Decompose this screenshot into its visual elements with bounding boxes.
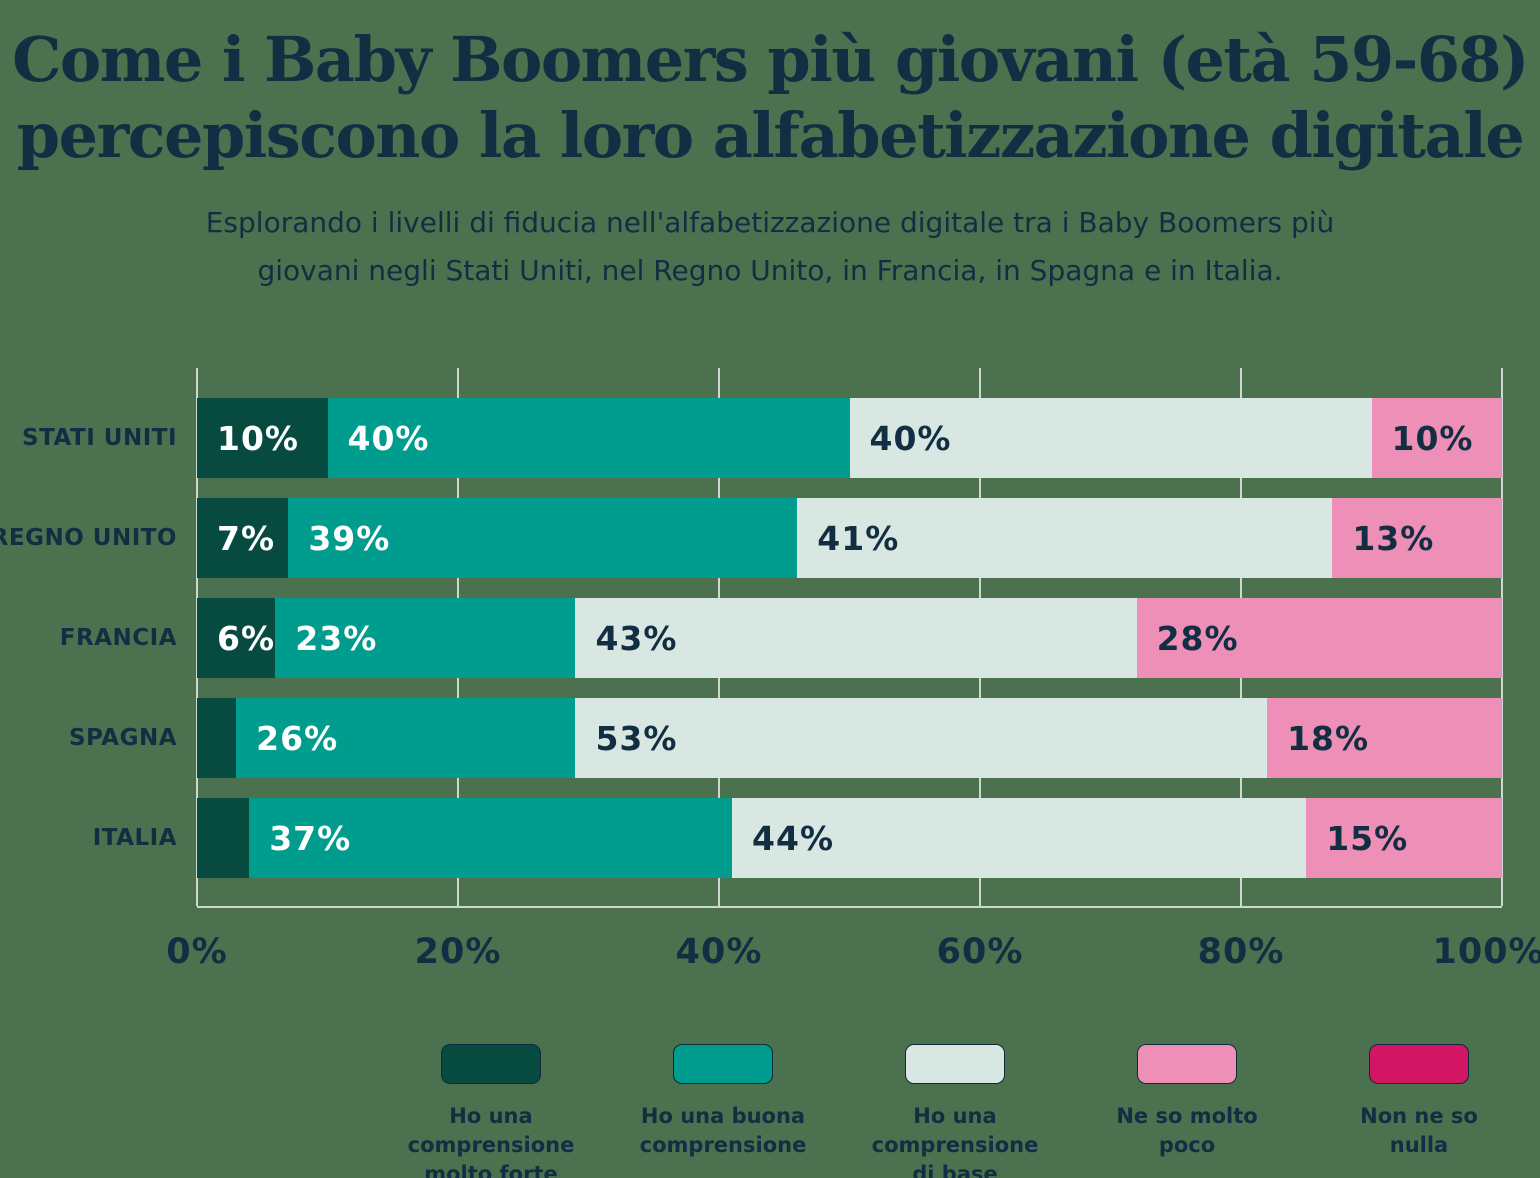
legend-swatch: [441, 1044, 541, 1084]
chart-subtitle-line-2: giovani negli Stati Uniti, nel Regno Uni…: [257, 254, 1283, 288]
bar-row-spagna: SPAGNA 26% 53% 18%: [69, 698, 1502, 778]
bar-segment: 13%: [1332, 498, 1502, 578]
legend-swatch: [673, 1044, 773, 1084]
bar-value-label: 10%: [217, 418, 299, 458]
bar-segment: 44%: [732, 798, 1307, 878]
bar-value-label: 41%: [817, 518, 900, 558]
legend-label: Ho una comprensione molto forte: [407, 1104, 575, 1178]
bar-value-label: 6%: [217, 618, 276, 658]
legend-item: Non ne so nulla: [1303, 1044, 1535, 1178]
bar-value-label: 37%: [269, 818, 352, 858]
bar-segment: 40%: [849, 398, 1372, 478]
bar-segment: [197, 798, 250, 878]
chart-title-line-2: percepiscono la loro alfabetizzazione di…: [16, 98, 1525, 172]
legend-swatch: [905, 1044, 1005, 1084]
legend-item: Ne so molto poco: [1071, 1044, 1303, 1178]
bar-value-label: 40%: [347, 418, 430, 458]
category-label: REGNO UNITO: [0, 525, 177, 551]
bar-segment: 37%: [249, 798, 733, 878]
x-tick-label: 20%: [414, 932, 502, 972]
bar-value-label: 7%: [217, 518, 276, 558]
bar-segment: 6%: [197, 598, 276, 678]
x-tick-label: 0%: [166, 932, 228, 972]
bar-row-italia: ITALIA 37% 44% 15%: [93, 798, 1502, 878]
legend: Ho una comprensione molto forte Ho una bu…: [375, 1044, 1535, 1178]
bar-segment: 18%: [1267, 698, 1502, 778]
bar-value-label: 43%: [595, 618, 678, 658]
bar-value-label: 40%: [869, 418, 952, 458]
category-label: STATI UNITI: [22, 425, 177, 451]
legend-label: Ho una comprensione di base: [871, 1104, 1039, 1178]
chart-subtitle-line-1: Esplorando i livelli di fiducia nell'alf…: [205, 206, 1335, 240]
legend-item: Ho una comprensione molto forte: [375, 1044, 607, 1178]
bar-value-label: 10%: [1391, 418, 1474, 458]
bar-value-label: 26%: [256, 718, 339, 758]
bar-segment: 26%: [236, 698, 576, 778]
bar-value-label: 15%: [1326, 818, 1409, 858]
x-tick-label: 40%: [675, 932, 763, 972]
bar-segment: 10%: [197, 398, 328, 478]
bar-segment: 40%: [327, 398, 850, 478]
category-label: ITALIA: [92, 825, 177, 851]
category-label: SPAGNA: [68, 725, 177, 751]
bar-segment: [197, 698, 237, 778]
x-axis: 0% 20% 40% 60% 80% 100%: [166, 932, 1540, 982]
legend-label: Non ne so nulla: [1360, 1104, 1478, 1157]
bar-segment: 10%: [1371, 398, 1502, 478]
chart-title-line-1: Come i Baby Boomers più giovani (età 59-…: [12, 23, 1529, 96]
bar-segment: 15%: [1306, 798, 1502, 878]
bar-value-label: 53%: [595, 718, 678, 758]
bar-segment: 23%: [275, 598, 576, 678]
bar-segment: 39%: [288, 498, 798, 578]
bar-value-label: 44%: [752, 818, 835, 858]
legend-item: Ho una comprensione di base: [839, 1044, 1071, 1178]
x-tick-label: 60%: [936, 932, 1024, 972]
x-tick-label: 80%: [1197, 932, 1285, 972]
chart-title: Come i Baby Boomers più giovani (età 59-…: [0, 0, 1540, 173]
bar-value-label: 39%: [308, 518, 391, 558]
legend-swatch: [1137, 1044, 1237, 1084]
chart-subtitle: Esplorando i livelli di fiducia nell'alf…: [0, 199, 1540, 295]
x-tick-label: 100%: [1432, 932, 1540, 972]
legend-label: Ho una buona comprensione: [639, 1104, 807, 1157]
bar-segment: 7%: [197, 498, 289, 578]
gridline: [1501, 368, 1503, 906]
legend-swatch: [1369, 1044, 1469, 1084]
legend-label: Ne so molto poco: [1116, 1104, 1258, 1157]
bar-value-label: 18%: [1287, 718, 1370, 758]
category-label: FRANCIA: [59, 625, 177, 651]
plot-area: STATI UNITI 10% 40% 40% 10% REGNO UNITO 7% 39% 4…: [0, 368, 1503, 908]
bar-segment: 43%: [575, 598, 1137, 678]
bar-row-francia: FRANCIA 6% 23% 43% 28%: [60, 598, 1502, 678]
bar-value-label: 28%: [1156, 618, 1239, 658]
bar-segment: 53%: [575, 698, 1268, 778]
bar-value-label: 13%: [1352, 518, 1435, 558]
bar-segment: 28%: [1136, 598, 1502, 678]
bar-segment: 41%: [797, 498, 1333, 578]
bar-value-label: 23%: [295, 618, 378, 658]
legend-item: Ho una buona comprensione: [607, 1044, 839, 1178]
bar-row-regno-unito: REGNO UNITO 7% 39% 41% 13%: [0, 498, 1502, 578]
bar-row-stati-uniti: STATI UNITI 10% 40% 40% 10%: [22, 398, 1502, 478]
